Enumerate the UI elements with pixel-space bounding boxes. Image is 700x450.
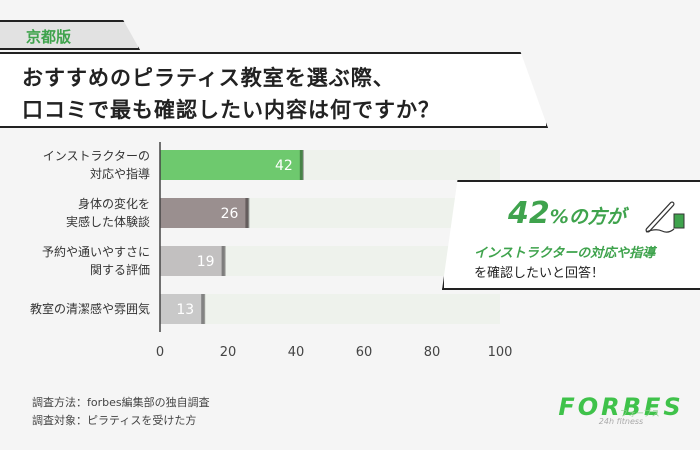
bar-end-cap — [299, 150, 304, 180]
footnote-method: 調査方法：forbes編集部の独自調査 — [32, 396, 210, 409]
title-box: おすすめのピラティス教室を選ぶ際、 口コミで最も確認したい内容は何ですか？ — [0, 52, 548, 128]
callout-line-1: インストラクターの対応や指導 — [474, 246, 656, 261]
category-label: 予約や通いやすさに 関する評価 — [41, 245, 150, 277]
region-tag-label: 京都版 — [26, 28, 72, 46]
logo-sub: フォーブス — [620, 409, 660, 418]
bar-value-label: 13 — [176, 302, 194, 318]
logo-main: FORBES — [558, 393, 684, 421]
x-tick-label: 80 — [424, 345, 441, 360]
pencil-icon — [645, 201, 685, 233]
category-label: インストラクターの 対応や指導 — [42, 149, 150, 181]
bar — [160, 198, 249, 228]
category-label: 教室の清潔感や雰囲気 — [29, 302, 150, 316]
x-tick-label: 0 — [156, 345, 164, 360]
logo-tagline: 24h fitness — [598, 417, 644, 426]
category-label: 身体の変化を 実感した体験談 — [65, 197, 150, 229]
bar-value-label: 42 — [275, 158, 293, 174]
bar — [160, 246, 225, 276]
title-line-2: 口コミで最も確認したい内容は何ですか？ — [22, 98, 440, 122]
brand-logo: FORBES フォーブス 24h fitness — [556, 394, 686, 436]
bar — [160, 294, 205, 324]
bar — [160, 150, 303, 180]
footnote-target: 調査対象：ピラティスを受けた方 — [32, 414, 197, 427]
bar-end-cap — [221, 246, 226, 276]
callout-box: 42%の方が インストラクターの対応や指導 を確認したいと回答！ — [442, 180, 700, 290]
callout-suffix: %の方が — [549, 206, 626, 228]
x-tick-label: 40 — [288, 345, 305, 360]
title-line-1: おすすめのピラティス教室を選ぶ際、 — [22, 66, 395, 90]
bar-value-label: 26 — [221, 206, 239, 222]
x-tick-label: 60 — [356, 345, 373, 360]
callout-line-2: を確認したいと回答！ — [474, 266, 605, 281]
region-tag: 京都版 — [0, 20, 140, 50]
x-tick-label: 20 — [220, 345, 237, 360]
bar-end-cap — [201, 294, 206, 324]
bar-value-label: 19 — [197, 254, 215, 270]
bar-track — [160, 294, 500, 324]
callout-headline: 42%の方が — [508, 196, 626, 231]
bar-end-cap — [245, 198, 250, 228]
x-tick-label: 100 — [488, 345, 513, 360]
callout-percent: 42 — [508, 196, 550, 231]
